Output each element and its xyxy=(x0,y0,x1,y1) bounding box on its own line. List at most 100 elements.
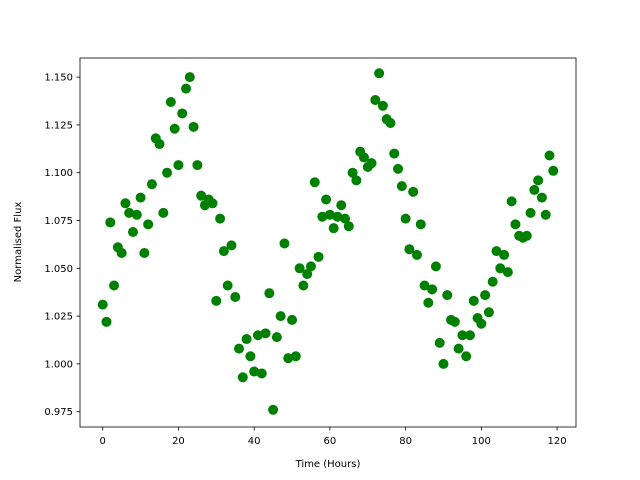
point xyxy=(196,190,207,201)
point xyxy=(188,121,199,132)
point xyxy=(442,290,453,301)
point xyxy=(97,299,108,310)
y-tick-label: 1.150 xyxy=(44,73,73,84)
point xyxy=(370,95,381,106)
point xyxy=(249,366,260,377)
point xyxy=(408,186,419,197)
point xyxy=(358,152,369,163)
point xyxy=(302,269,313,280)
point xyxy=(218,246,229,257)
point xyxy=(139,248,150,259)
point xyxy=(536,192,547,203)
point xyxy=(419,280,430,291)
point xyxy=(510,219,521,230)
point xyxy=(109,280,120,291)
point xyxy=(245,351,256,362)
point xyxy=(468,295,479,306)
point xyxy=(116,248,127,259)
x-axis-label: Time (Hours) xyxy=(295,459,361,470)
point xyxy=(491,246,502,257)
y-tick-label: 1.000 xyxy=(44,359,73,370)
point xyxy=(241,334,252,345)
point xyxy=(540,209,551,220)
point xyxy=(393,163,404,174)
point xyxy=(366,158,377,169)
y-tick-label: 1.100 xyxy=(44,168,73,179)
point xyxy=(347,167,358,178)
point xyxy=(453,343,464,354)
point xyxy=(124,207,135,218)
point xyxy=(385,118,396,129)
point xyxy=(128,226,139,237)
x-tick-label: 60 xyxy=(324,436,337,447)
point xyxy=(396,181,407,192)
point xyxy=(336,200,347,211)
point xyxy=(309,177,320,188)
point xyxy=(120,198,131,209)
point xyxy=(389,148,400,159)
point xyxy=(324,209,335,220)
point xyxy=(279,238,290,249)
x-tick-label: 80 xyxy=(399,436,412,447)
point xyxy=(525,207,536,218)
point xyxy=(215,213,226,224)
plot-frame xyxy=(79,57,577,428)
point xyxy=(506,196,517,207)
point xyxy=(427,284,438,295)
y-axis-label: Normalised Flux xyxy=(13,202,24,283)
point xyxy=(313,251,324,262)
point xyxy=(252,330,263,341)
point xyxy=(169,123,180,134)
point xyxy=(287,314,298,325)
point xyxy=(298,280,309,291)
point xyxy=(499,249,510,260)
point xyxy=(283,353,294,364)
point xyxy=(351,175,362,186)
point xyxy=(101,316,112,327)
point xyxy=(305,261,316,272)
point xyxy=(415,219,426,230)
point xyxy=(222,280,233,291)
point xyxy=(192,160,203,171)
point xyxy=(184,72,195,83)
point xyxy=(449,316,460,327)
point xyxy=(143,219,154,230)
point xyxy=(529,184,540,195)
point xyxy=(181,83,192,94)
point xyxy=(434,337,445,348)
x-tick-label: 40 xyxy=(248,436,261,447)
y-tick-label: 1.125 xyxy=(44,120,73,131)
x-tick-label: 120 xyxy=(548,436,567,447)
point xyxy=(343,221,354,232)
y-tick-label: 0.975 xyxy=(44,407,73,418)
point xyxy=(430,261,441,272)
point xyxy=(521,230,532,241)
point xyxy=(158,207,169,218)
point xyxy=(165,96,176,107)
point xyxy=(146,179,157,190)
point xyxy=(374,68,385,79)
point xyxy=(162,167,173,178)
point xyxy=(377,100,388,111)
point xyxy=(487,276,498,287)
point xyxy=(495,263,506,274)
point xyxy=(411,249,422,260)
point xyxy=(317,211,328,222)
point xyxy=(173,160,184,171)
point xyxy=(332,211,343,222)
point xyxy=(207,198,218,209)
point xyxy=(438,358,449,369)
point xyxy=(294,263,305,274)
point xyxy=(271,332,282,343)
y-tick-label: 1.025 xyxy=(44,312,73,323)
point xyxy=(483,307,494,318)
point xyxy=(268,404,279,415)
point xyxy=(423,297,434,308)
point xyxy=(461,351,472,362)
y-tick-label: 1.050 xyxy=(44,264,73,275)
point xyxy=(340,213,351,224)
y-tick-label: 1.075 xyxy=(44,216,73,227)
point xyxy=(533,175,544,186)
point xyxy=(264,288,275,299)
